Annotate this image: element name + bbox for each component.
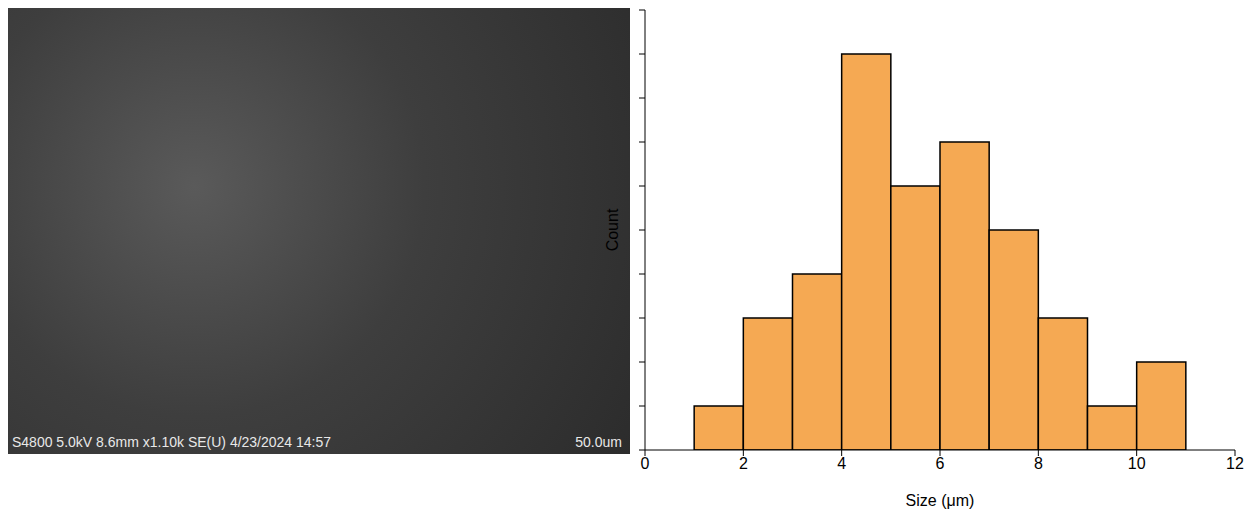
svg-text:12: 12: [1226, 455, 1244, 472]
svg-text:2: 2: [739, 455, 748, 472]
svg-text:Size (μm): Size (μm): [906, 492, 975, 509]
svg-text:4: 4: [837, 455, 846, 472]
svg-text:8: 8: [1034, 455, 1043, 472]
svg-text:Count: Count: [604, 208, 621, 251]
html-text:S4800 5.0kV 8.6mm x1.10k SE(U): S4800 5.0kV 8.6mm x1.10k SE(U) 4/23/2024…: [12, 434, 332, 450]
svg-text:0: 0: [641, 455, 650, 472]
html-text:50.0um: 50.0um: [575, 434, 622, 450]
svg-text:6: 6: [936, 455, 945, 472]
svg-text:10: 10: [1128, 455, 1146, 472]
